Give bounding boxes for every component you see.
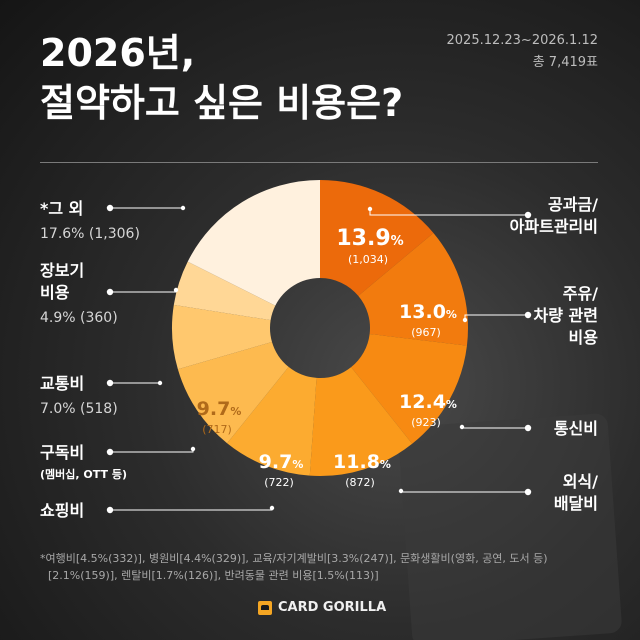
page-title: 2026년, 절약하고 싶은 비용은? xyxy=(40,28,403,128)
percent-sign: % xyxy=(446,308,457,321)
leader-line xyxy=(110,449,194,453)
slice-count-label: (967) xyxy=(411,326,441,339)
leader-anchor xyxy=(173,287,179,293)
leader-dot xyxy=(106,288,114,296)
category-label: 차량 관련 xyxy=(534,306,598,325)
leader-anchor xyxy=(180,205,186,211)
outside-value-label: 17.6% (1,306) xyxy=(40,226,140,242)
percent-sign: % xyxy=(380,458,391,471)
percent-sign: % xyxy=(391,234,404,249)
leader-line xyxy=(110,508,273,511)
footnote-line-2: [2.1%(159)], 렌탈비[1.7%(126)], 반려동물 관련 비용[… xyxy=(48,569,379,582)
slice-count-label: (923) xyxy=(411,416,441,429)
category-label: 구독비 xyxy=(40,443,84,462)
donut-slice xyxy=(358,232,468,346)
donut-slice xyxy=(227,366,317,476)
donut-slice xyxy=(187,180,320,306)
percent-sign: % xyxy=(292,458,303,471)
leader-dot xyxy=(106,379,114,387)
leader-anchor xyxy=(459,424,465,430)
footnote-line-1: *여행비[4.5%(332)], 병원비[4.4%(329)], 교육/자기계발… xyxy=(40,552,548,565)
category-label: 비용 xyxy=(40,283,70,302)
leader-dot xyxy=(524,311,532,319)
leader-dot xyxy=(524,424,532,432)
leader-line xyxy=(110,290,177,293)
survey-meta: 2025.12.23~2026.1.12 총 7,419표 xyxy=(447,30,599,74)
leader-dot xyxy=(524,488,532,496)
leader-anchor xyxy=(462,317,468,323)
leader-anchor xyxy=(269,505,275,511)
percent-sign: % xyxy=(230,405,241,418)
leader-anchor xyxy=(190,446,196,452)
survey-period: 2025.12.23~2026.1.12 xyxy=(446,33,599,48)
leader-anchor xyxy=(367,206,373,212)
outside-value-label: 7.0% (518) xyxy=(40,401,118,417)
category-label: 교통비 xyxy=(40,374,84,393)
category-label: 외식/ xyxy=(563,472,598,491)
leader-dot xyxy=(106,204,114,212)
leader-anchor xyxy=(398,488,404,494)
leader-dot xyxy=(524,211,532,219)
leader-anchor xyxy=(157,380,163,386)
vote-count: 총 7,419표 xyxy=(532,55,598,70)
category-label: 배달비 xyxy=(554,494,598,513)
slice-percent-label: 9.7% xyxy=(259,451,304,473)
leader-line xyxy=(464,314,528,320)
category-label: 아파트관리비 xyxy=(510,217,598,236)
donut-slice xyxy=(309,367,413,476)
slice-percent-label: 11.8% xyxy=(333,451,391,473)
donut-slice xyxy=(351,333,467,444)
category-label: *그 외 xyxy=(40,199,83,218)
category-label: 쇼핑비 xyxy=(40,501,84,520)
category-sublabel: (멤버십, OTT 등) xyxy=(40,467,127,481)
leader-dot xyxy=(106,448,114,456)
category-label: 주유/ xyxy=(563,284,598,303)
leader-line xyxy=(461,427,528,429)
slice-percent-label: 13.0% xyxy=(399,301,457,323)
percent-sign: % xyxy=(446,398,457,411)
outside-value-label: 4.9% (360) xyxy=(40,310,118,326)
category-label: 통신비 xyxy=(554,419,598,438)
slice-percent-label: 12.4% xyxy=(399,391,457,413)
category-label: 장보기 xyxy=(40,261,84,280)
leader-line xyxy=(400,491,528,493)
footnote: *여행비[4.5%(332)], 병원비[4.4%(329)], 교육/자기계발… xyxy=(40,550,608,584)
brand-name: CARD GORILLA xyxy=(278,600,387,615)
gorilla-logo-icon xyxy=(258,600,272,615)
slice-count-label: (722) xyxy=(264,476,294,489)
title-line-2: 절약하고 싶은 비용은? xyxy=(40,81,404,125)
slice-percent-label: 9.7% xyxy=(197,398,242,420)
slice-count-label: (717) xyxy=(202,423,232,436)
slice-count-label: (1,034) xyxy=(348,253,388,266)
leader-dot xyxy=(106,506,114,514)
brand-logo: CARD GORILLA xyxy=(258,600,386,615)
slice-count-label: (872) xyxy=(345,476,375,489)
donut-slice xyxy=(320,180,434,296)
category-label: 비용 xyxy=(569,328,599,347)
donut-slice xyxy=(173,261,276,321)
title-line-1: 2026년, xyxy=(40,31,196,75)
donut-slice xyxy=(177,341,289,444)
category-label: 공과금/ xyxy=(548,195,598,214)
divider xyxy=(40,162,598,163)
donut-slice xyxy=(172,304,272,370)
